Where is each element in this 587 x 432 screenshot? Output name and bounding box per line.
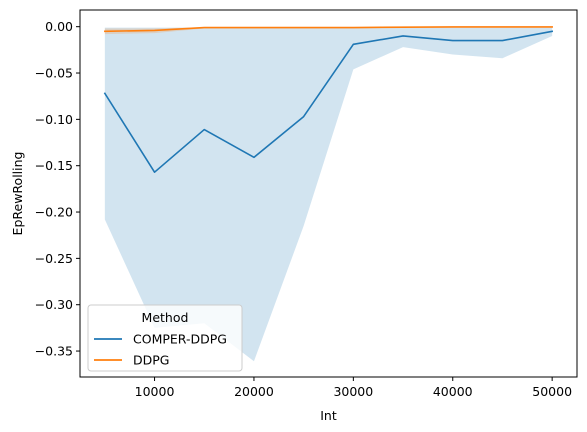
series-line-1 <box>104 26 553 33</box>
y-tick-label: −0.25 <box>35 251 73 266</box>
x-tick-label: 40000 <box>433 384 473 399</box>
y-tick-label: −0.35 <box>35 344 73 359</box>
x-axis-ticks: 10000 20000 30000 40000 50000 <box>135 377 572 399</box>
legend-box <box>87 304 243 372</box>
ci-band-0 <box>104 27 553 362</box>
x-axis-label: Int <box>320 408 337 423</box>
x-tick-label: 10000 <box>135 384 175 399</box>
y-tick-label: −0.05 <box>35 66 73 81</box>
y-tick-label: −0.15 <box>35 158 73 173</box>
y-axis-label: EpRewRolling <box>10 152 25 236</box>
y-axis-ticks: 0.00 −0.05 −0.10 −0.15 −0.20 −0.25 −0.30 −0.35 <box>35 19 80 359</box>
plot-frame <box>79 9 578 378</box>
y-tick-label: 0.00 <box>45 19 73 34</box>
legend-title: Method <box>142 310 189 325</box>
x-tick-label: 20000 <box>234 384 274 399</box>
legend-label: DDPG <box>133 353 169 368</box>
y-tick-label: −0.10 <box>35 112 73 127</box>
legend-entries: COMPER-DDPG DDPG <box>94 332 227 368</box>
legend-label: COMPER-DDPG <box>133 332 227 347</box>
x-tick-label: 50000 <box>532 384 572 399</box>
x-tick-label: 30000 <box>333 384 373 399</box>
y-tick-label: −0.20 <box>35 205 73 220</box>
series-line-0 <box>103 30 554 173</box>
series-lines <box>103 26 554 173</box>
y-tick-label: −0.30 <box>35 297 73 312</box>
legend: Method COMPER-DDPG DDPG <box>87 304 243 372</box>
